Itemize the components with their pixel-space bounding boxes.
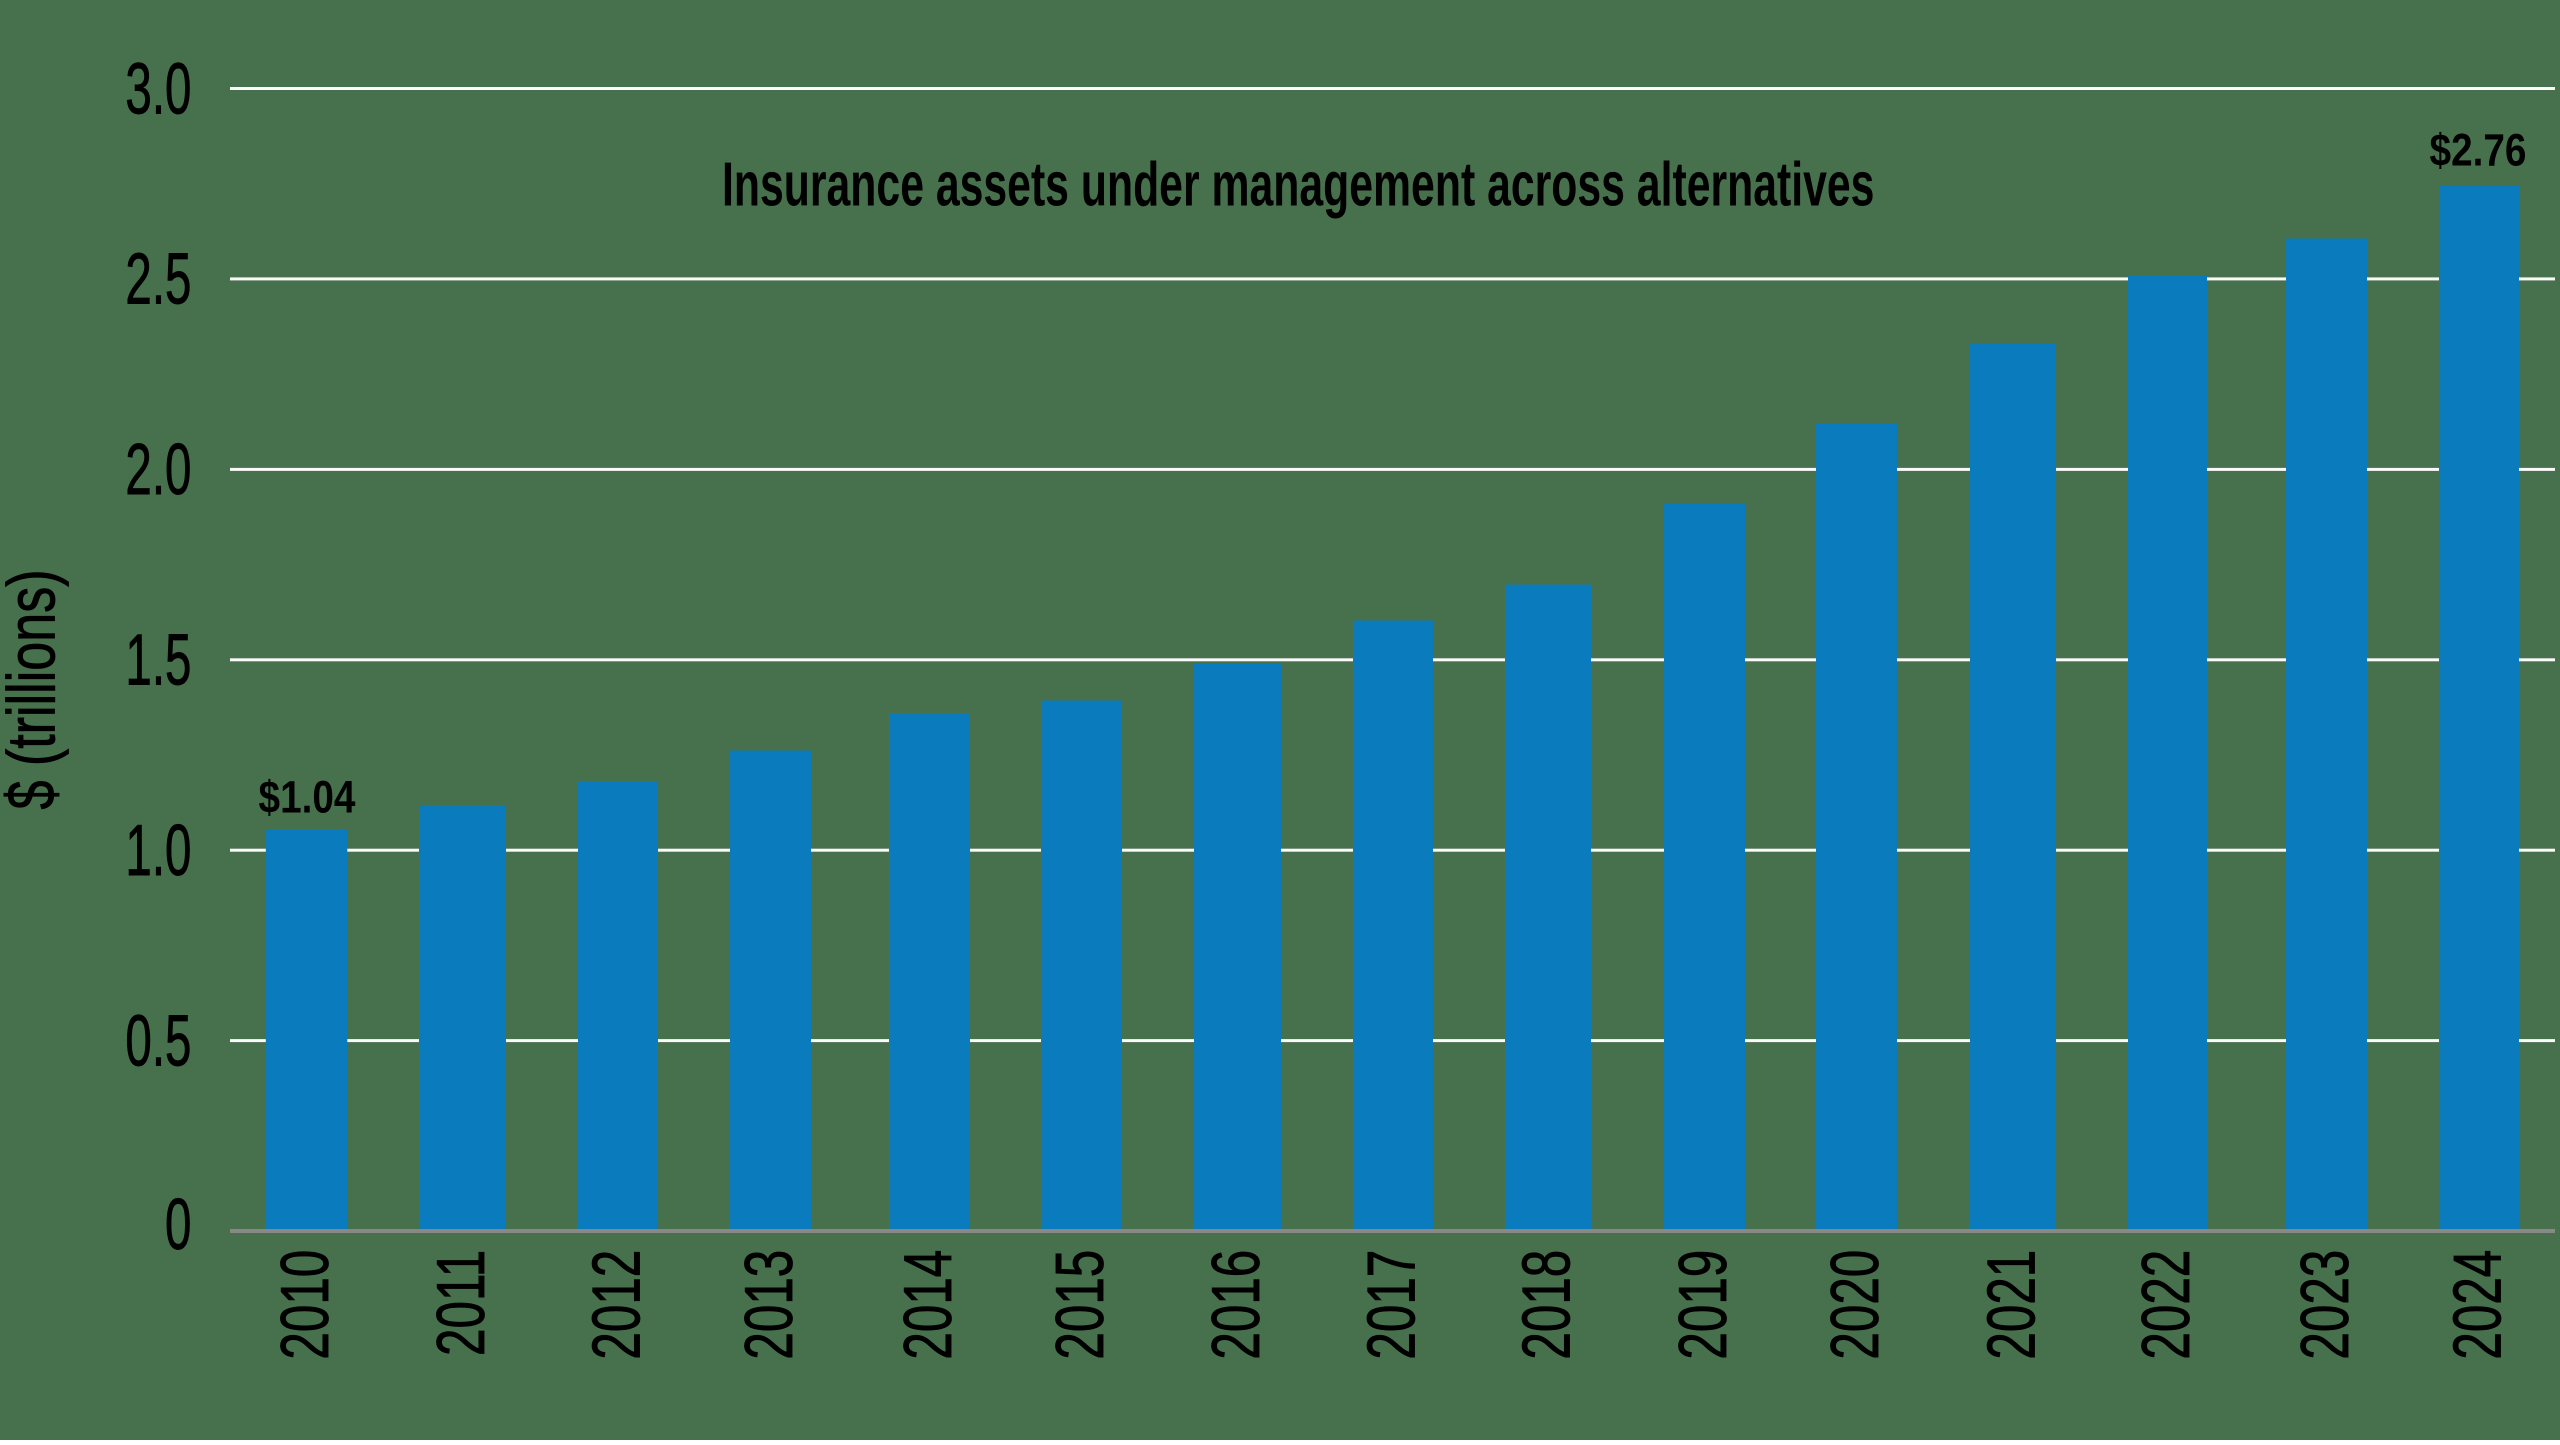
svg-text:2.0: 2.0 [125, 429, 191, 509]
svg-text:$ (trillions): $ (trillions) [0, 569, 69, 809]
svg-text:2013: 2013 [730, 1250, 807, 1360]
svg-text:2.5: 2.5 [125, 239, 191, 319]
svg-text:$2.76: $2.76 [2430, 125, 2527, 175]
svg-text:2020: 2020 [1816, 1250, 1893, 1360]
svg-text:0: 0 [165, 1184, 191, 1264]
svg-text:Insurance assets under managem: Insurance assets under management across… [722, 151, 1874, 220]
svg-text:2018: 2018 [1508, 1250, 1585, 1360]
svg-text:2021: 2021 [1973, 1250, 2050, 1360]
svg-text:2011: 2011 [422, 1250, 499, 1356]
svg-text:0.5: 0.5 [125, 1000, 191, 1080]
svg-text:2019: 2019 [1664, 1250, 1741, 1360]
svg-text:2017: 2017 [1353, 1250, 1430, 1360]
svg-text:2016: 2016 [1197, 1250, 1274, 1360]
svg-text:3.0: 3.0 [125, 48, 191, 128]
svg-text:2023: 2023 [2286, 1250, 2363, 1360]
svg-text:2010: 2010 [266, 1250, 343, 1360]
svg-text:2012: 2012 [578, 1250, 655, 1360]
svg-text:1.5: 1.5 [125, 620, 191, 700]
svg-text:1.0: 1.0 [125, 810, 191, 890]
svg-text:2015: 2015 [1041, 1250, 1118, 1360]
svg-text:2014: 2014 [889, 1250, 966, 1360]
svg-text:2022: 2022 [2127, 1250, 2204, 1360]
svg-text:2024: 2024 [2439, 1250, 2516, 1360]
svg-text:$1.04: $1.04 [259, 772, 357, 822]
